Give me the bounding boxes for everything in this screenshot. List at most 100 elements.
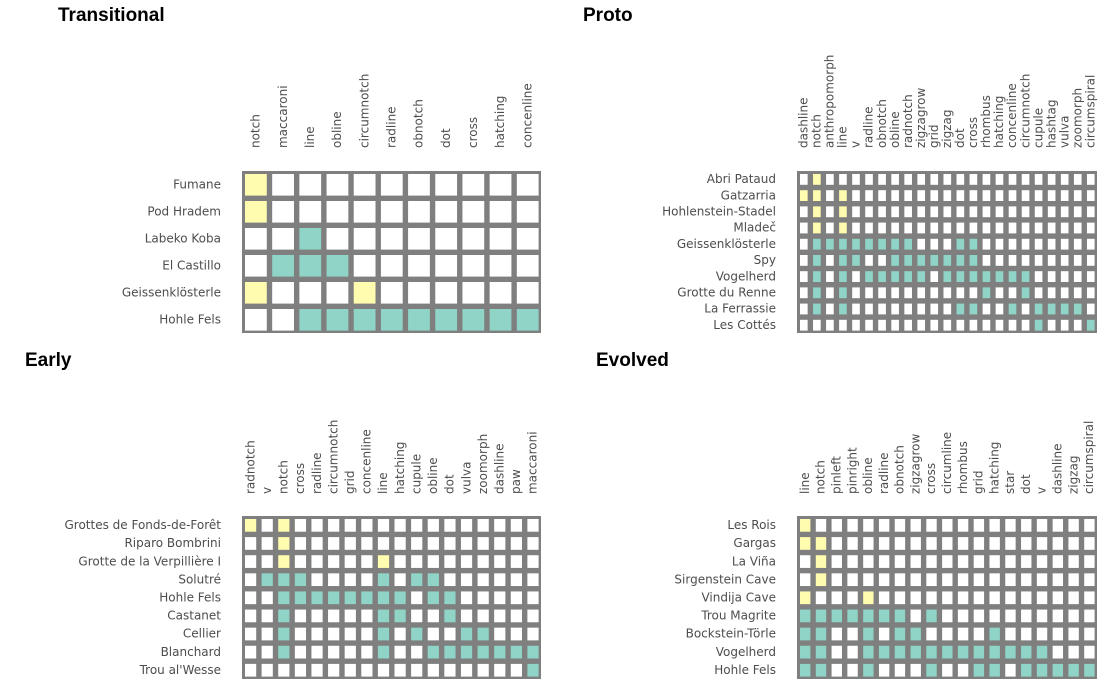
heatmap-cell bbox=[1073, 319, 1082, 331]
heatmap-cell bbox=[1021, 609, 1032, 623]
heatmap-cell bbox=[926, 519, 937, 532]
heatmap-cell bbox=[1073, 190, 1082, 201]
heatmap-cell bbox=[1086, 174, 1095, 185]
heatmap-cell bbox=[1021, 303, 1030, 315]
heatmap-cell bbox=[494, 537, 506, 550]
heatmap-cell bbox=[865, 238, 873, 250]
heatmap-cell bbox=[917, 206, 926, 218]
heatmap-cell bbox=[973, 591, 985, 605]
heatmap-cell bbox=[477, 537, 489, 550]
heatmap-cell bbox=[272, 255, 294, 277]
heatmap-cell bbox=[894, 663, 906, 677]
heatmap-cell bbox=[1068, 519, 1079, 532]
heatmap-cell bbox=[1052, 537, 1064, 550]
heatmap-cell bbox=[427, 573, 439, 587]
heatmap-cell bbox=[813, 255, 821, 266]
heatmap-cell bbox=[278, 663, 290, 677]
heatmap-cell bbox=[361, 519, 373, 532]
heatmap-cell bbox=[815, 555, 827, 568]
heatmap-cell bbox=[311, 555, 323, 568]
heatmap-cell bbox=[878, 663, 890, 677]
column-label: star bbox=[1003, 471, 1017, 494]
row-label: Vindija Cave bbox=[701, 591, 776, 605]
heatmap-cell bbox=[1005, 645, 1016, 659]
heatmap-cell bbox=[1052, 573, 1064, 587]
heatmap-cell bbox=[460, 627, 473, 641]
heatmap-cell bbox=[973, 627, 985, 641]
heatmap-cell bbox=[904, 222, 912, 234]
heatmap-cell bbox=[353, 174, 376, 196]
column-label: obnotch bbox=[875, 99, 889, 148]
column-label: hatching bbox=[992, 96, 1006, 148]
heatmap-cell bbox=[1036, 573, 1048, 587]
panel-transitional: Transitional notch maccaroni line obline circ… bbox=[58, 5, 541, 333]
heatmap-cell bbox=[989, 663, 1000, 677]
heatmap-cell bbox=[831, 627, 842, 641]
panel-early: Early radnotch v notch cross radline circumnot… bbox=[25, 350, 541, 679]
heatmap-cell bbox=[894, 555, 906, 568]
heatmap-cell bbox=[1084, 627, 1095, 641]
heatmap-cell bbox=[956, 206, 965, 218]
heatmap-cell bbox=[969, 255, 978, 266]
heatmap-cell bbox=[1034, 190, 1043, 201]
column-label: zoomorph bbox=[476, 434, 490, 494]
row-label: Hohle Fels bbox=[159, 591, 221, 605]
heatmap-cell bbox=[878, 591, 890, 605]
heatmap-cell bbox=[353, 282, 376, 304]
heatmap-cell bbox=[942, 591, 953, 605]
heatmap-cell bbox=[852, 287, 860, 299]
column-label: circumnotch bbox=[326, 420, 340, 494]
heatmap-cell bbox=[989, 645, 1000, 659]
row-label: Hohle Fels bbox=[159, 313, 221, 327]
heatmap-cell bbox=[261, 663, 273, 677]
heatmap-cell bbox=[831, 591, 842, 605]
heatmap-cell bbox=[1005, 537, 1016, 550]
heatmap-cell bbox=[489, 309, 512, 331]
heatmap-cell bbox=[1021, 319, 1030, 331]
heatmap-cell bbox=[995, 319, 1004, 331]
heatmap-cell bbox=[865, 271, 873, 282]
heatmap-cell bbox=[878, 573, 890, 587]
heatmap-cell bbox=[800, 645, 811, 659]
heatmap-cell bbox=[956, 238, 965, 250]
heatmap-cell bbox=[380, 228, 403, 250]
heatmap-cell bbox=[831, 645, 842, 659]
heatmap-cell bbox=[957, 519, 969, 532]
heatmap-cell bbox=[930, 174, 939, 185]
heatmap-cell bbox=[344, 555, 356, 568]
heatmap-cell bbox=[943, 303, 952, 315]
heatmap-cell bbox=[299, 309, 322, 331]
heatmap-cell bbox=[813, 206, 821, 218]
row-label: Abri Pataud bbox=[707, 172, 776, 186]
heatmap-cell bbox=[462, 282, 485, 304]
heatmap-cell bbox=[1005, 663, 1016, 677]
heatmap-cell bbox=[995, 206, 1004, 218]
heatmap-cell bbox=[942, 645, 953, 659]
heatmap-cell bbox=[917, 303, 926, 315]
heatmap-cell bbox=[460, 609, 473, 623]
heatmap-cell bbox=[943, 174, 952, 185]
heatmap-cell bbox=[245, 201, 267, 223]
row-label: Spy bbox=[754, 253, 776, 267]
heatmap-cell bbox=[878, 271, 886, 282]
column-label: cross bbox=[466, 117, 480, 148]
heatmap-cell bbox=[444, 555, 456, 568]
column-label: v bbox=[260, 487, 274, 494]
heatmap-cell bbox=[427, 627, 439, 641]
heatmap-cell bbox=[815, 627, 827, 641]
heatmap-cell bbox=[344, 609, 356, 623]
heatmap-cell bbox=[1047, 319, 1056, 331]
column-label: radnotch bbox=[901, 94, 915, 148]
heatmap-cell bbox=[863, 663, 874, 677]
heatmap-cell bbox=[460, 573, 473, 587]
heatmap-cell bbox=[444, 645, 456, 659]
heatmap-cell bbox=[926, 645, 937, 659]
heatmap-cell bbox=[477, 519, 489, 532]
heatmap-cell bbox=[982, 255, 991, 266]
heatmap-cell bbox=[394, 627, 406, 641]
heatmap-cell bbox=[245, 309, 267, 331]
heatmap-cell bbox=[361, 591, 373, 605]
heatmap-cell bbox=[930, 255, 939, 266]
column-label: hashtag bbox=[1044, 100, 1058, 149]
heatmap-cell bbox=[863, 627, 874, 641]
